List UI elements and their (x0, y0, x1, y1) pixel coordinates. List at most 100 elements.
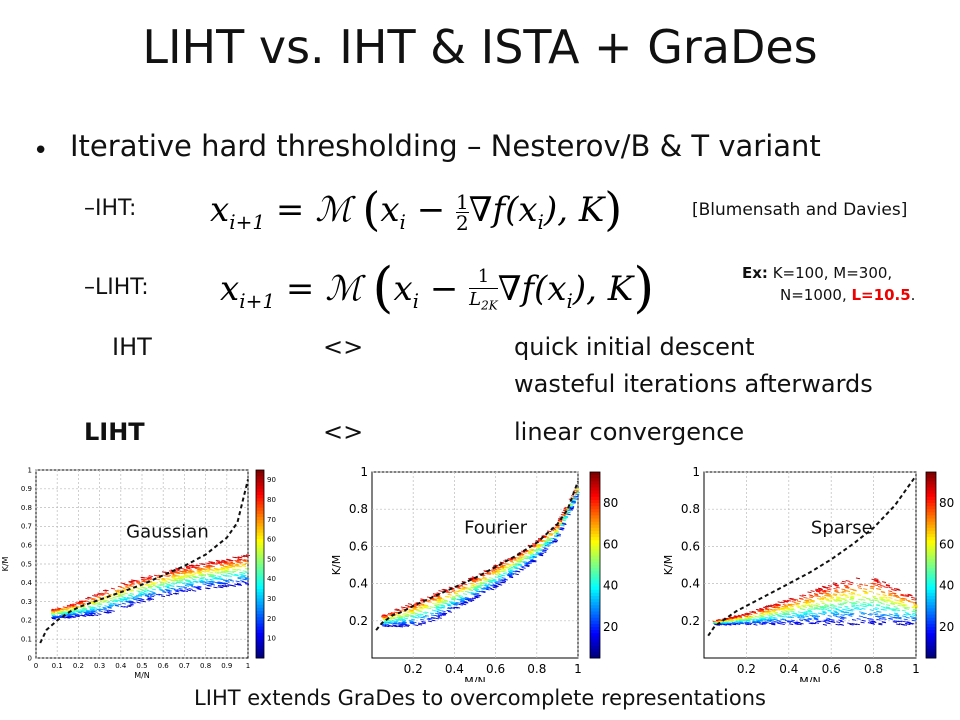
scatter-mark (130, 580, 135, 583)
scatter-mark (517, 560, 522, 563)
scatter-mark (147, 576, 152, 579)
scatter-mark (223, 585, 228, 588)
colorbar-segment (256, 582, 264, 587)
scatter-mark (548, 532, 553, 535)
scatter-mark (437, 600, 442, 603)
scatter-mark (441, 606, 446, 609)
x-tick-label: 0.8 (200, 662, 211, 670)
scatter-mark (53, 612, 58, 614)
scatter-mark (851, 619, 857, 621)
scatter-mark (161, 577, 166, 580)
scatter-mark (231, 568, 236, 571)
scatter-mark (764, 612, 769, 614)
scatter-mark (527, 551, 533, 554)
scatter-mark (756, 620, 761, 623)
scatter-mark (779, 613, 784, 615)
scatter-mark (786, 599, 792, 602)
scatter-mark (810, 601, 815, 603)
scatter-mark (141, 589, 146, 592)
scatter-mark (201, 570, 207, 573)
y-tick-label: 0.9 (21, 485, 32, 493)
scatter-mark (160, 595, 166, 598)
scatter-mark (454, 603, 460, 605)
example-l-value: L=10.5 (851, 286, 911, 304)
scatter-mark (398, 621, 403, 624)
scatter-mark (785, 607, 791, 609)
scatter-mark (805, 613, 810, 615)
scatter-mark (96, 596, 102, 599)
scatter-mark (97, 602, 102, 604)
scatter-mark (166, 581, 171, 583)
scatter-mark (837, 600, 842, 602)
colorbar-segment (926, 608, 936, 612)
scatter-mark (102, 589, 108, 592)
scatter-mark (180, 578, 185, 581)
scatter-mark (542, 535, 547, 537)
scatter-mark (147, 585, 152, 588)
scatter-mark (431, 595, 436, 598)
scatter-mark (538, 553, 543, 555)
scatter-mark (811, 608, 816, 610)
scatter-mark (484, 584, 489, 587)
scatter-mark (398, 616, 403, 619)
scatter-mark (808, 605, 814, 608)
colorbar-segment (590, 620, 600, 625)
scatter-mark (816, 620, 821, 623)
scatter-mark (240, 555, 246, 558)
scatter-mark (126, 596, 131, 599)
scatter-mark (547, 530, 552, 533)
colorbar-segment (926, 596, 936, 600)
scatter-mark (862, 601, 867, 604)
scatter-mark (878, 597, 883, 599)
scatter-mark (61, 616, 66, 619)
scatter-mark (89, 608, 94, 611)
scatter-mark (93, 602, 98, 605)
scatter-mark (189, 574, 194, 577)
scatter-mark (425, 600, 430, 603)
scatter-mark (447, 591, 452, 594)
scatter-mark (823, 619, 828, 622)
scatter-mark (523, 555, 528, 558)
scatter-mark (537, 547, 542, 550)
scatter-mark (513, 566, 519, 569)
scatter-mark (68, 613, 73, 616)
scatter-mark (417, 614, 422, 616)
colorbar-segment (926, 639, 936, 643)
scatter-mark (124, 586, 129, 589)
fourier-phase-chart: 0.2 0.4 0.6 0.8 10.20.40.60.81M/NK/M20406080… (330, 465, 618, 682)
scatter-mark (235, 580, 240, 583)
scatter-mark (849, 613, 854, 616)
scatter-mark (132, 597, 137, 600)
scatter-mark (784, 619, 790, 622)
scatter-mark (833, 610, 838, 613)
colorbar-segment (590, 592, 600, 597)
scatter-mark (418, 606, 423, 609)
scatter-mark (97, 613, 102, 615)
scatter-mark (541, 544, 546, 546)
scatter-mark (733, 616, 738, 619)
scatter-mark (844, 605, 849, 608)
scatter-mark (484, 584, 490, 586)
scatter-mark (521, 567, 526, 569)
scatter-mark (781, 609, 786, 611)
scatter-mark (881, 591, 886, 594)
scatter-mark (128, 580, 133, 583)
scatter-mark (876, 588, 881, 590)
scatter-mark (437, 609, 442, 612)
scatter-mark (791, 612, 796, 615)
scatter-mark (867, 613, 872, 616)
scatter-mark (532, 553, 537, 556)
scatter-mark (396, 614, 401, 617)
scatter-mark (176, 581, 181, 584)
colorbar-segment (926, 493, 936, 498)
colorbar-segment (926, 540, 936, 544)
scatter-mark (192, 578, 197, 581)
scatter-mark (491, 579, 496, 582)
scatter-mark (760, 610, 765, 613)
scatter-mark (521, 550, 526, 553)
scatter-mark (191, 573, 196, 576)
scatter-mark (206, 566, 211, 569)
scatter-mark (501, 564, 506, 567)
scatter-mark (848, 615, 853, 617)
scatter-mark (810, 590, 815, 592)
